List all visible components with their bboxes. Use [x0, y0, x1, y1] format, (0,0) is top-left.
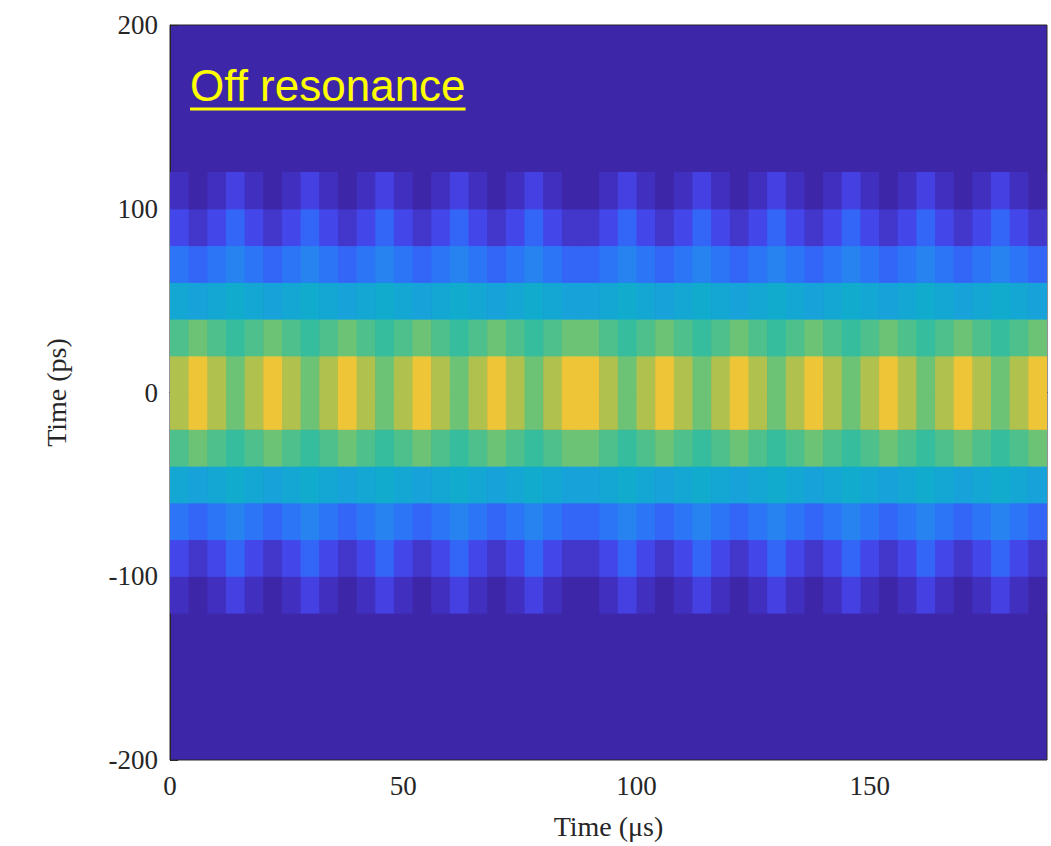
svg-text:Off resonance: Off resonance — [190, 61, 466, 110]
svg-text:50: 50 — [390, 771, 417, 801]
svg-text:0: 0 — [145, 378, 159, 408]
svg-text:100: 100 — [616, 771, 657, 801]
svg-text:Time (μs): Time (μs) — [554, 811, 664, 842]
svg-text:150: 150 — [849, 771, 890, 801]
svg-text:Time (ps): Time (ps) — [41, 338, 72, 447]
svg-text:200: 200 — [118, 10, 159, 40]
svg-text:-100: -100 — [109, 561, 159, 591]
svg-text:0: 0 — [163, 771, 177, 801]
svg-text:100: 100 — [118, 194, 159, 224]
svg-text:-200: -200 — [109, 745, 159, 775]
